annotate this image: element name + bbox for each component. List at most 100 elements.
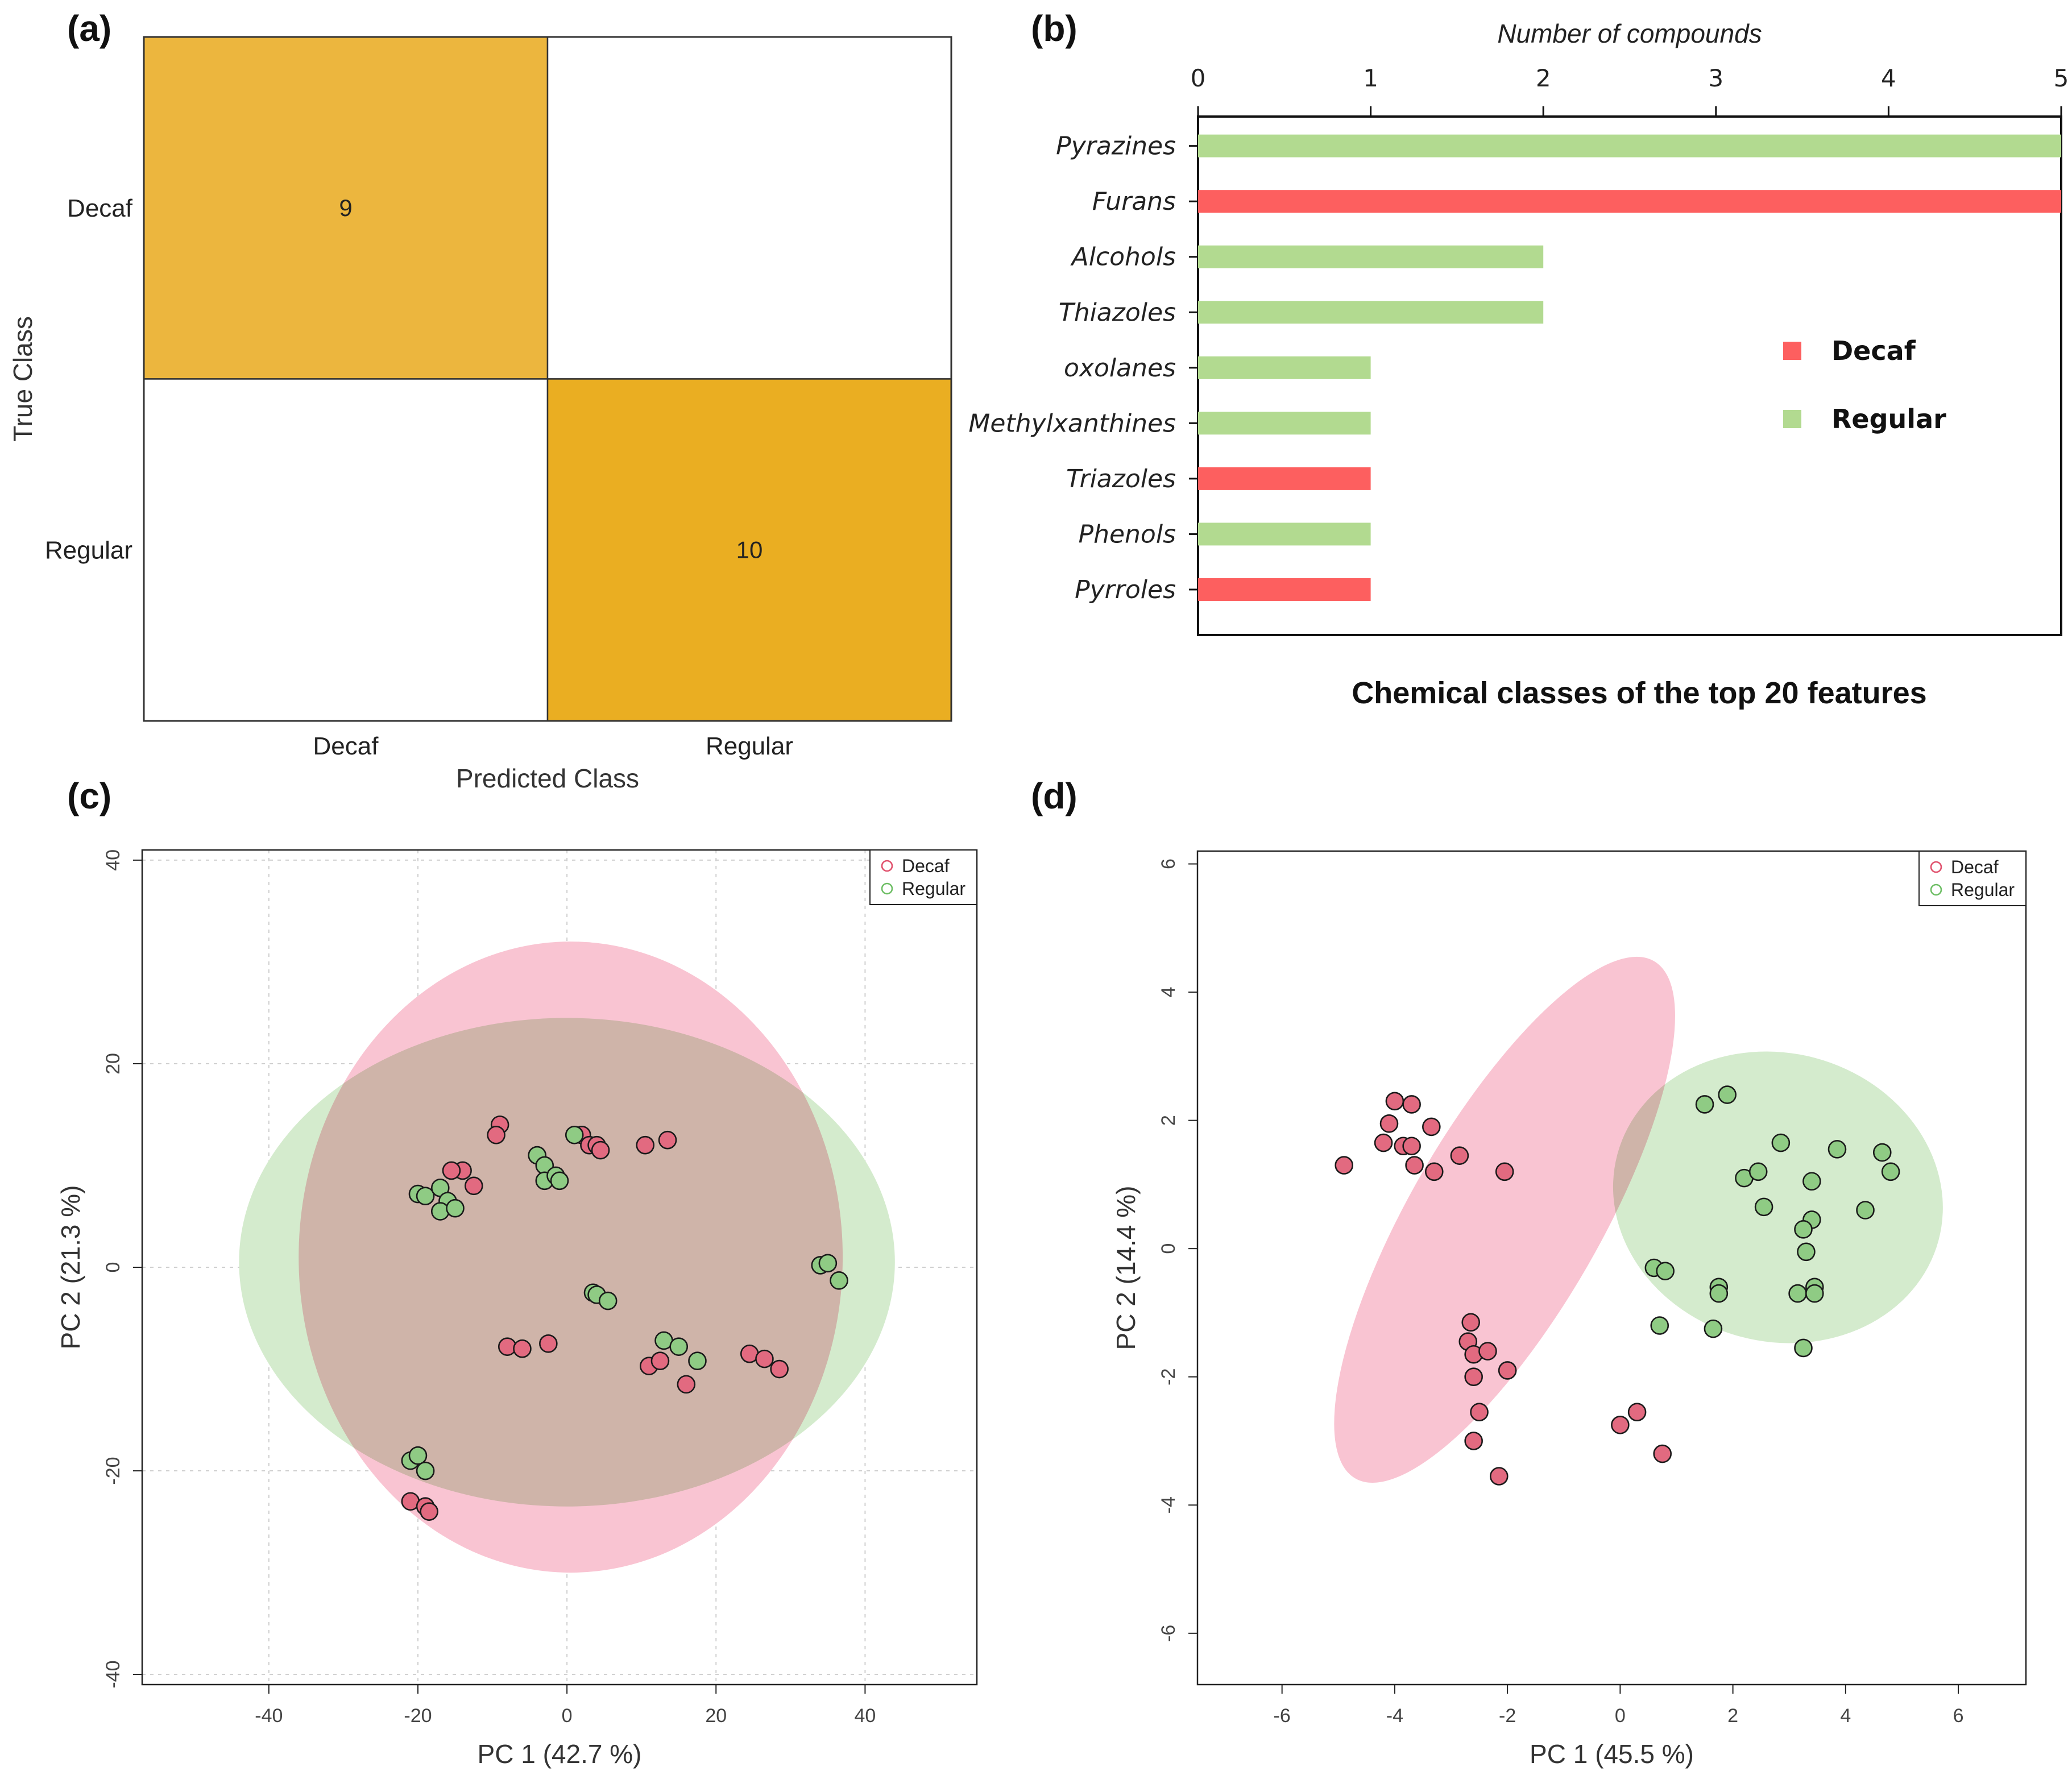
confusion-frame bbox=[143, 36, 952, 722]
category-label-pyrazines: Pyrazines bbox=[1056, 132, 1176, 161]
category-label-thiazoles: Thiazoles bbox=[1059, 298, 1176, 327]
category-label-phenols: Phenols bbox=[1079, 520, 1176, 549]
data-point-regular bbox=[818, 1254, 838, 1273]
data-point-regular bbox=[1797, 1242, 1816, 1262]
legend-box bbox=[869, 849, 977, 905]
data-point-regular bbox=[1709, 1284, 1729, 1303]
bar-furans bbox=[1198, 190, 2061, 213]
data-point-regular bbox=[830, 1271, 848, 1290]
panel-label-a: (a) bbox=[67, 8, 111, 49]
data-point-decaf bbox=[539, 1334, 558, 1353]
data-point-decaf bbox=[770, 1359, 789, 1379]
y-tick-label: -40 bbox=[102, 1661, 124, 1689]
confidence-ellipse-decaf bbox=[1334, 956, 1675, 1483]
x-tick-label: 2 bbox=[1536, 64, 1551, 92]
data-point-regular bbox=[1754, 1197, 1773, 1217]
data-point-decaf bbox=[1495, 1162, 1514, 1181]
y-tick-label: 6 bbox=[1158, 858, 1179, 869]
y-tick-label: 0 bbox=[102, 1262, 124, 1273]
x-tick-label: -40 bbox=[255, 1705, 283, 1727]
legend-label-decaf: Decaf bbox=[1951, 857, 1999, 877]
legend-box bbox=[1918, 851, 2027, 906]
data-point-regular bbox=[1650, 1316, 1669, 1335]
data-point-regular bbox=[1704, 1319, 1723, 1338]
data-point-decaf bbox=[677, 1375, 696, 1394]
data-point-decaf bbox=[1402, 1137, 1421, 1156]
row-label-regular: Regular bbox=[45, 536, 132, 564]
data-point-regular bbox=[1802, 1172, 1821, 1191]
confusion-matrix-panel: 9 10 Decaf Regular Decaf Regular Predicted Cla… bbox=[8, 36, 952, 793]
panel-label-d: (d) bbox=[1031, 775, 1078, 816]
x-tick-label: 1 bbox=[1363, 64, 1378, 92]
pca-scatter-c-panel: -40 -20 0 20 40 -40 -20 0 20 40 PC 1 (42.7 %) PC 2 … bbox=[56, 849, 978, 1769]
data-point-decaf bbox=[658, 1130, 677, 1150]
x-tick-label: -4 bbox=[1386, 1705, 1403, 1727]
y-tick-label: 40 bbox=[102, 849, 124, 871]
column-label-regular: Regular bbox=[706, 732, 793, 760]
category-label-pyrroles: Pyrroles bbox=[1075, 575, 1176, 604]
bar-pyrazines bbox=[1198, 134, 2061, 157]
bar-phenols bbox=[1198, 522, 1371, 546]
pca-scatter-d-panel: -6 -4 -2 0 2 4 6 -6 -4 -2 0 2 4 6 PC 1 (45.5 %) PC 2 (1… bbox=[1111, 850, 2027, 1769]
legend-label-regular: Regular bbox=[1951, 880, 2015, 900]
y-tick-label: -4 bbox=[1158, 1496, 1179, 1513]
data-point-decaf bbox=[442, 1161, 461, 1180]
data-point-regular bbox=[416, 1461, 435, 1480]
category-label-triazoles: Triazoles bbox=[1066, 464, 1176, 493]
bar-thiazoles bbox=[1198, 301, 1544, 324]
data-point-regular bbox=[1794, 1338, 1813, 1358]
data-point-regular bbox=[688, 1351, 707, 1371]
y-tick-label: -2 bbox=[1158, 1368, 1179, 1386]
category-label-oxolanes: oxolanes bbox=[1064, 354, 1176, 383]
data-point-decaf bbox=[1405, 1156, 1424, 1175]
data-point-regular bbox=[1788, 1284, 1807, 1303]
category-label-furans: Furans bbox=[1092, 187, 1176, 216]
x-tick-label: 0 bbox=[1191, 64, 1206, 92]
confusion-cell-value: 9 bbox=[339, 194, 352, 221]
x-tick-label: 2 bbox=[1727, 1705, 1738, 1727]
data-point-decaf bbox=[1489, 1467, 1509, 1486]
category-label-methylxanthines: Methylxanthines bbox=[968, 409, 1176, 438]
category-label-alcohols: Alcohols bbox=[1070, 243, 1176, 272]
data-point-regular bbox=[430, 1202, 450, 1221]
x-tick-label: 0 bbox=[562, 1705, 573, 1727]
data-point-regular bbox=[598, 1291, 618, 1310]
y-axis-title: PC 2 (14.4 %) bbox=[1111, 1186, 1141, 1350]
y-tick-label: 2 bbox=[1158, 1115, 1179, 1126]
x-tick-label: 4 bbox=[1881, 64, 1896, 92]
confusion-cell-decaf-regular bbox=[546, 36, 952, 380]
ellipse-group bbox=[1334, 956, 1943, 1483]
data-point-decaf bbox=[1470, 1403, 1489, 1422]
data-point-regular bbox=[1771, 1133, 1791, 1152]
data-point-decaf bbox=[1422, 1117, 1441, 1137]
confusion-cell-value: 10 bbox=[736, 536, 763, 563]
data-point-regular bbox=[669, 1337, 689, 1356]
panel-label-c: (c) bbox=[67, 775, 111, 816]
x-tick-label: 20 bbox=[705, 1705, 727, 1727]
legend-marker-decaf bbox=[1930, 861, 1942, 873]
bar-pyrroles bbox=[1198, 578, 1371, 601]
data-point-regular bbox=[408, 1446, 428, 1465]
legend-marker-regular bbox=[1930, 884, 1942, 896]
y-axis-title: PC 2 (21.3 %) bbox=[56, 1185, 85, 1350]
data-point-regular bbox=[565, 1125, 584, 1144]
data-point-regular bbox=[550, 1171, 569, 1191]
data-point-regular bbox=[1872, 1143, 1892, 1162]
data-point-decaf bbox=[1627, 1403, 1647, 1422]
data-point-decaf bbox=[1374, 1133, 1393, 1152]
data-point-decaf bbox=[1335, 1156, 1354, 1175]
y-tick-label: -6 bbox=[1158, 1625, 1179, 1642]
legend-label-regular: Regular bbox=[902, 878, 965, 899]
data-point-decaf bbox=[650, 1351, 670, 1371]
x-tick-label: -20 bbox=[404, 1705, 432, 1727]
x-tick-label: -6 bbox=[1274, 1705, 1291, 1727]
data-point-decaf bbox=[1498, 1361, 1517, 1380]
bar-oxolanes bbox=[1198, 356, 1371, 379]
y-tick-label: 4 bbox=[1158, 987, 1179, 998]
y-axis-title: True Class bbox=[8, 316, 38, 442]
data-point-regular bbox=[416, 1187, 435, 1205]
x-axis-title: Predicted Class bbox=[456, 764, 639, 793]
data-point-decaf bbox=[1379, 1114, 1399, 1133]
data-point-decaf bbox=[1478, 1342, 1497, 1361]
